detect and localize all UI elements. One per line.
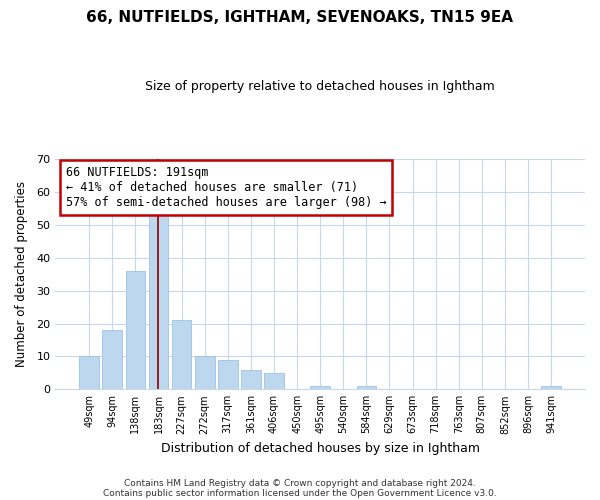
Bar xyxy=(149,208,169,390)
Bar xyxy=(79,356,99,390)
Text: Contains HM Land Registry data © Crown copyright and database right 2024.: Contains HM Land Registry data © Crown c… xyxy=(124,478,476,488)
Bar xyxy=(172,320,191,390)
Bar xyxy=(541,386,561,390)
Text: Contains public sector information licensed under the Open Government Licence v3: Contains public sector information licen… xyxy=(103,488,497,498)
Y-axis label: Number of detached properties: Number of detached properties xyxy=(15,182,28,368)
Text: 66, NUTFIELDS, IGHTHAM, SEVENOAKS, TN15 9EA: 66, NUTFIELDS, IGHTHAM, SEVENOAKS, TN15 … xyxy=(86,10,514,25)
Bar xyxy=(125,271,145,390)
Bar xyxy=(103,330,122,390)
Bar xyxy=(218,360,238,390)
Title: Size of property relative to detached houses in Ightham: Size of property relative to detached ho… xyxy=(145,80,495,93)
Bar xyxy=(310,386,330,390)
Bar xyxy=(195,356,215,390)
Bar xyxy=(241,370,260,390)
Text: 66 NUTFIELDS: 191sqm
← 41% of detached houses are smaller (71)
57% of semi-detac: 66 NUTFIELDS: 191sqm ← 41% of detached h… xyxy=(66,166,386,210)
Bar xyxy=(356,386,376,390)
Bar xyxy=(264,373,284,390)
X-axis label: Distribution of detached houses by size in Ightham: Distribution of detached houses by size … xyxy=(161,442,479,455)
